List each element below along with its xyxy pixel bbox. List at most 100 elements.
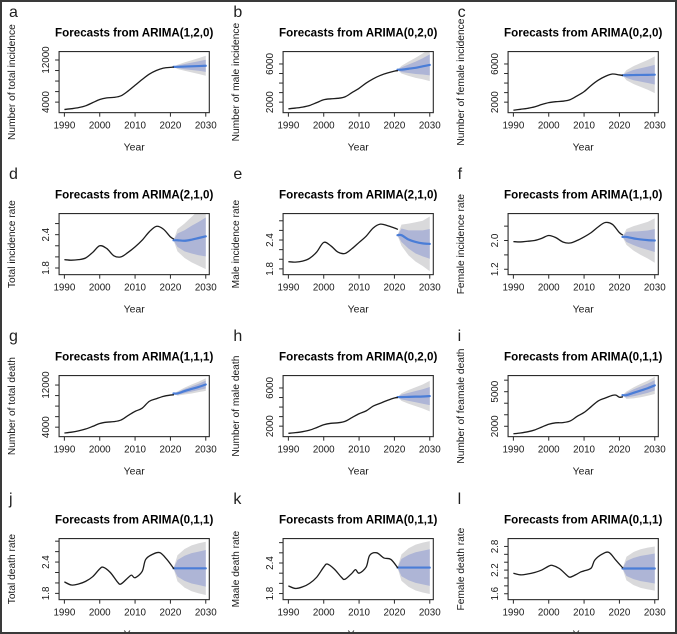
y-axis-label: Number of total death (7, 357, 18, 455)
x-tick-label: 1990 (278, 121, 300, 132)
plot-border (507, 51, 659, 114)
y-tick-label: 2.8 (490, 539, 501, 553)
x-tick-label: 2000 (313, 445, 335, 456)
history-line (288, 223, 399, 264)
panel-letter: e (233, 166, 243, 184)
x-tick-label: 2030 (419, 607, 441, 618)
y-tick-label: 2.4 (265, 555, 276, 569)
x-tick-label: 2010 (124, 121, 146, 132)
panel-l: l 1990 2000 2010 2020 2030 1.6 2.2 2.8 Forecasts … (451, 489, 675, 632)
y-axis-label: Female death rate (456, 527, 467, 610)
y-tick-label: 2.4 (41, 228, 52, 242)
forecast-line (621, 235, 656, 242)
x-axis-label: Year (348, 305, 370, 316)
x-tick-label: 2030 (419, 283, 441, 294)
plot-border (507, 213, 659, 276)
panel-letter: g (9, 328, 18, 346)
plot-border (507, 375, 659, 438)
plot-border (282, 537, 435, 600)
plot-border (58, 375, 210, 438)
x-axis-label: Year (124, 143, 146, 154)
y-tick-label: 2000 (265, 91, 276, 113)
panel-b: b 1990 2000 2010 2020 2030 2000 6000 Forecasts f… (226, 2, 450, 164)
y-tick-label: 1.8 (41, 261, 52, 275)
y-tick-label: 4000 (41, 91, 52, 113)
y-tick-label: 4000 (41, 416, 52, 438)
panel-letter: l (457, 490, 462, 508)
panel-letter: a (9, 4, 18, 21)
x-axis-label: Year (572, 467, 594, 478)
x-tick-label: 2020 (384, 283, 406, 294)
x-tick-label: 2030 (195, 607, 217, 618)
y-tick-label: 6000 (265, 53, 276, 75)
y-axis-label: Maale death rate (231, 530, 242, 607)
panel-title: Forecasts from ARIMA(0,1,1) (504, 513, 662, 526)
x-tick-label: 2020 (384, 445, 406, 456)
panel-title: Forecasts from ARIMA(1,1,1) (55, 351, 213, 364)
x-axis-label: Year (348, 629, 370, 634)
y-tick-label: 12000 (41, 46, 52, 74)
panel-c: c 1990 2000 2010 2020 2030 2000 6000 Forecasts f… (451, 2, 675, 164)
y-tick-label: 2.0 (490, 233, 501, 247)
x-tick-label: 2010 (573, 445, 595, 456)
x-tick-label: 2000 (313, 607, 335, 618)
x-axis-label: Year (348, 143, 370, 154)
plot-border (282, 213, 435, 276)
x-axis-label: Year (124, 629, 146, 634)
x-tick-label: 2020 (384, 121, 406, 132)
y-tick-label: 5000 (490, 381, 501, 403)
x-tick-label: 1990 (502, 283, 524, 294)
panel-j: j 1990 2000 2010 2020 2030 1.8 2.4 Forecasts fro… (2, 489, 226, 634)
panel-letter: c (457, 4, 466, 21)
y-tick-label: 1.8 (265, 262, 276, 276)
x-axis-label: Year (124, 305, 146, 316)
x-tick-label: 2030 (419, 445, 441, 456)
panel-title: Forecasts from ARIMA(0,2,0) (279, 351, 437, 364)
history-line (64, 394, 175, 435)
panel-f: f 1990 2000 2010 2020 2030 1.2 2.0 Forecasts fro… (451, 164, 675, 326)
history-line (64, 225, 175, 262)
x-tick-label: 2010 (124, 607, 146, 618)
panel-title: Forecasts from ARIMA(0,2,0) (504, 27, 662, 40)
y-axis-label: Number of total incidence (7, 24, 18, 140)
forecast-line (396, 395, 432, 399)
y-axis-label: Total incidence rate (7, 200, 18, 288)
y-tick-label: 6000 (490, 53, 501, 75)
forecast-line (172, 383, 207, 396)
y-tick-label: 2000 (490, 91, 501, 113)
panel-letter: i (457, 328, 462, 346)
x-axis-label: Year (124, 467, 146, 478)
x-tick-label: 2010 (349, 283, 371, 294)
x-tick-label: 2010 (124, 283, 146, 294)
y-axis-label: Number of male death (231, 356, 242, 457)
x-tick-label: 1990 (502, 121, 524, 132)
panel-title: Forecasts from ARIMA(2,1,0) (55, 189, 213, 202)
x-tick-label: 2030 (419, 121, 441, 132)
panel-d: d 1990 2000 2010 2020 2030 1.8 2.4 Forecasts fro… (2, 164, 226, 326)
forecast-line (621, 384, 656, 397)
x-tick-label: 2020 (160, 445, 182, 456)
x-axis-label: Year (572, 143, 594, 154)
history-line (512, 394, 623, 435)
panel-chart: 1990 2000 2010 2020 2030 1.8 2.4 Forecasts from… (7, 189, 217, 316)
y-tick-label: 1.6 (490, 586, 501, 600)
y-tick-label: 2000 (265, 415, 276, 437)
x-tick-label: 2030 (195, 283, 217, 294)
panel-title: Forecasts from ARIMA(0,1,1) (504, 351, 662, 364)
x-tick-label: 2010 (349, 121, 371, 132)
x-tick-label: 2020 (608, 283, 630, 294)
x-tick-label: 2020 (160, 607, 182, 618)
x-tick-label: 1990 (53, 607, 75, 618)
panel-title: Forecasts from ARIMA(0,2,0) (279, 27, 437, 40)
x-tick-label: 2020 (608, 445, 630, 456)
y-tick-label: 1.8 (265, 586, 276, 600)
forecast-line (396, 63, 432, 71)
x-tick-label: 2000 (89, 283, 111, 294)
y-axis-label: Female incidence rate (456, 194, 467, 295)
panel-title: Forecasts from ARIMA(0,1,1) (279, 513, 437, 526)
plot-border (58, 537, 210, 600)
y-axis-label: Number of male incidence (231, 23, 242, 142)
